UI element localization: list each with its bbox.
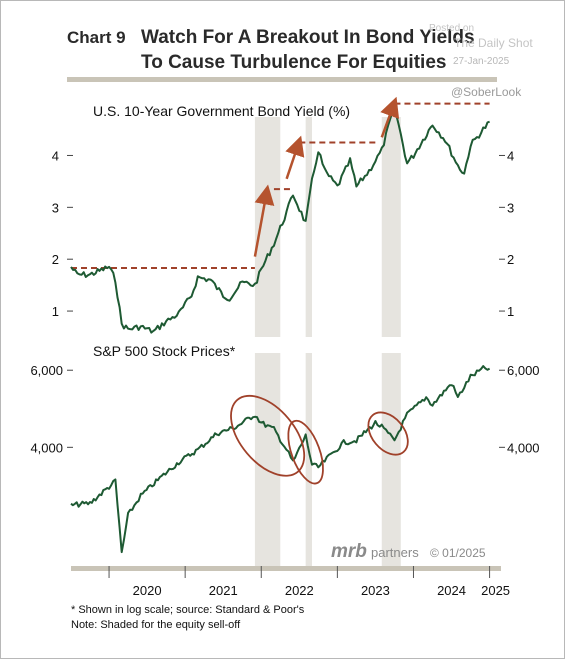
series-lines (70, 102, 491, 554)
x-axis-ticks: 2020 2021 2022 2023 2024 2025 (108, 566, 510, 598)
breakout-arrow-3 (380, 96, 400, 138)
yield-tick-left: 4 (52, 148, 59, 163)
yield-tick-left: 2 (52, 252, 59, 267)
selloff-ellipse-1 (230, 394, 306, 477)
chart-label: Chart 9 (67, 28, 126, 47)
shade-sp500-2 (305, 353, 313, 566)
shade-sp500-3 (381, 353, 401, 566)
x-tick-label: 2021 (209, 583, 238, 598)
selloff-ellipse-2 (287, 419, 324, 485)
watermark-site: The Daily Shot (454, 36, 533, 50)
sp500-panel-title: S&P 500 Stock Prices* (93, 343, 236, 359)
sp500-tick-left: 4,000 (30, 440, 63, 455)
yield-tick-right: 2 (507, 252, 514, 267)
chart-title-line1: Watch For A Breakout In Bond Yields (141, 27, 475, 48)
x-tick-label: 2020 (133, 583, 162, 598)
title-rule (67, 77, 497, 82)
sp500-series-line (70, 365, 491, 554)
x-tick-label: 2022 (285, 583, 314, 598)
yield-tick-right: 4 (507, 148, 514, 163)
x-axis-rule (71, 566, 501, 571)
brand-date: © 01/2025 (430, 546, 486, 560)
yield-panel-title: U.S. 10-Year Government Bond Yield (%) (93, 103, 350, 119)
yield-tick-right: 3 (507, 200, 514, 215)
yield-series-line (70, 102, 490, 334)
brand-partners: partners (371, 545, 419, 560)
footnote-source: * Shown in log scale; source: Standard &… (71, 604, 305, 616)
shade-sp500-1 (254, 353, 281, 566)
watermark-date: 27-Jan-2025 (453, 56, 510, 67)
sp500-tick-right: 4,000 (507, 440, 540, 455)
watermark-posted: Posted on (429, 23, 474, 34)
shade-yield-3 (381, 117, 401, 337)
sp500-tick-right: 6,000 (507, 363, 540, 378)
axis-ticks: 1 1 2 2 3 3 4 4 4,000 4,000 6,000 6,000 (30, 148, 539, 455)
yield-tick-left: 3 (52, 200, 59, 215)
selloff-shading (254, 117, 401, 566)
yield-tick-left: 1 (52, 304, 59, 319)
watermark-handle: @SoberLook (451, 85, 522, 99)
breakout-arrow-1 (253, 184, 275, 257)
sp500-tick-left: 6,000 (30, 363, 63, 378)
footnote-shading: Note: Shaded for the equity sell-off (71, 619, 241, 631)
chart-title-line2: To Cause Turbulence For Equities (141, 52, 446, 73)
annotations (230, 96, 409, 485)
x-tick-label: 2023 (361, 583, 390, 598)
yield-tick-right: 1 (507, 304, 514, 319)
selloff-ellipse-3 (367, 411, 409, 456)
x-tick-label: 2025 (481, 583, 510, 598)
breakout-arrow-2 (285, 135, 305, 180)
x-tick-label: 2024 (437, 583, 466, 598)
shade-yield-1 (254, 117, 281, 337)
shade-yield-2 (305, 117, 313, 337)
brand-mrb: mrb (331, 541, 367, 562)
